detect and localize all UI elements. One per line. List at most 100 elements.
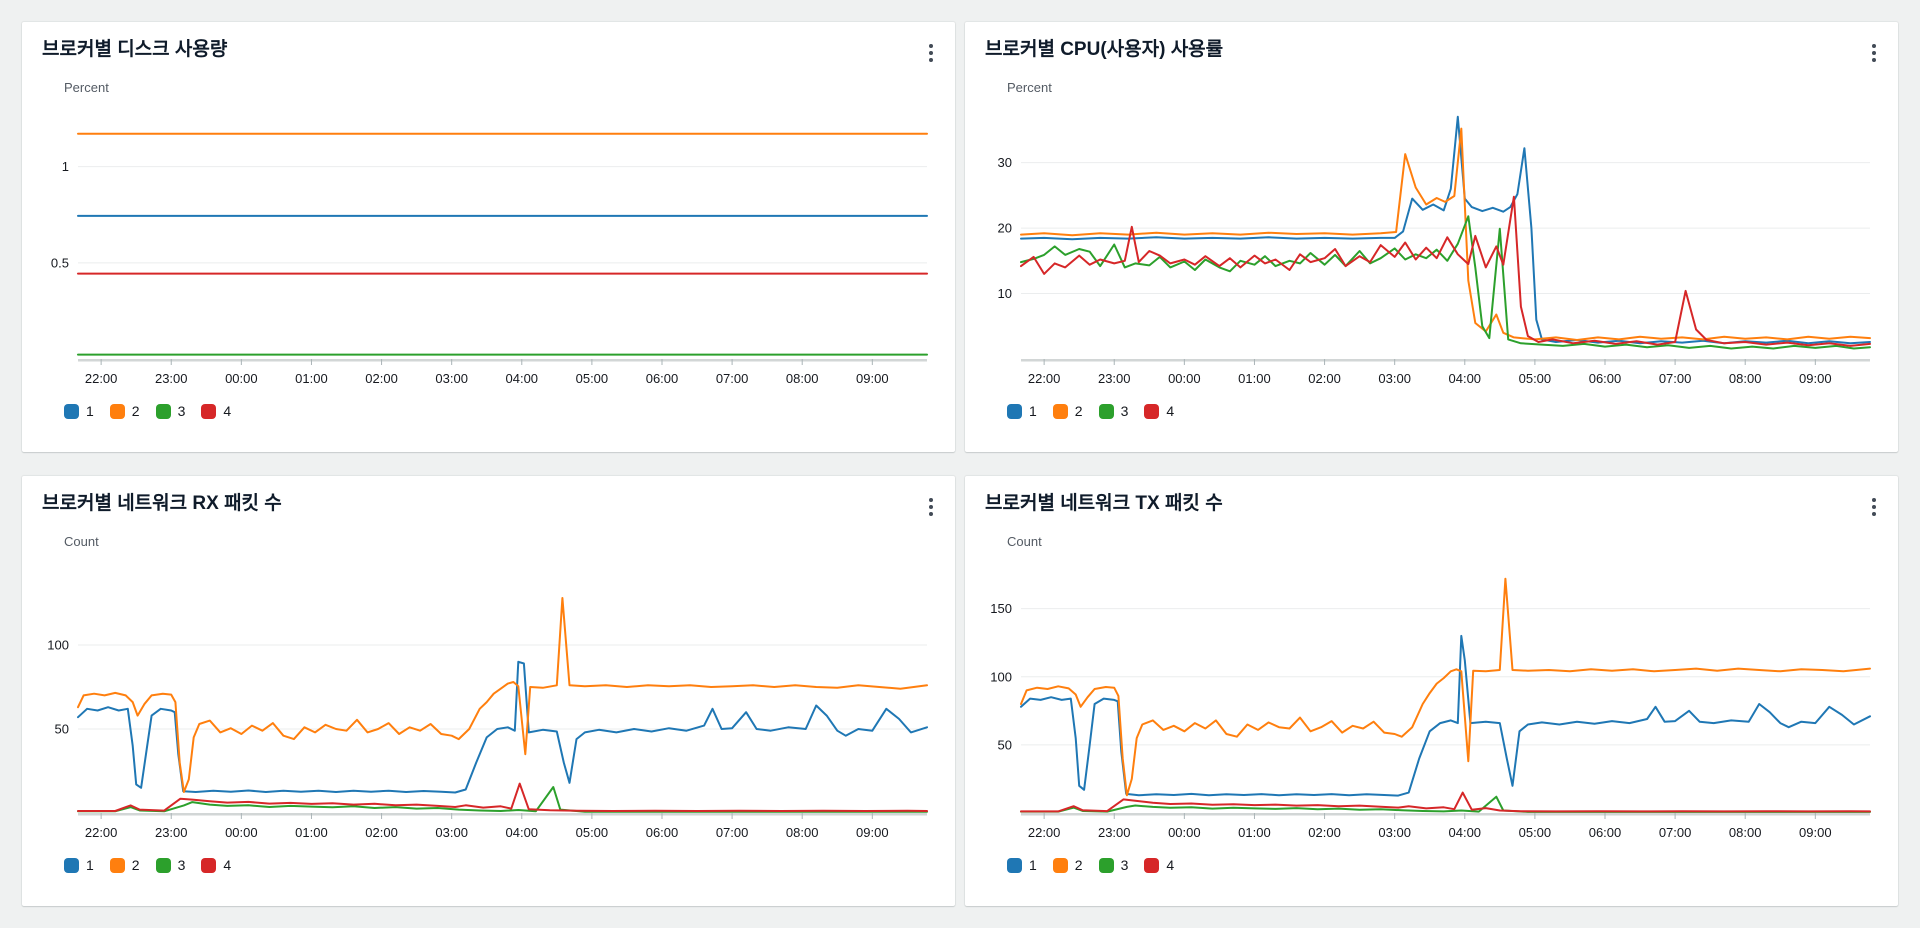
y-axis-unit-label: Percent xyxy=(1007,80,1052,95)
legend-color-chip xyxy=(1052,403,1068,419)
svg-text:08:00: 08:00 xyxy=(1729,371,1762,386)
line-chart: 50 100 150 22:00 23:00 00:00 01:00 02:00 03:00 04… xyxy=(973,551,1886,851)
svg-text:03:00: 03:00 xyxy=(1378,371,1411,386)
chart-title: 브로커별 디스크 사용량 xyxy=(42,39,228,60)
svg-text:07:00: 07:00 xyxy=(716,371,749,386)
svg-text:22:00: 22:00 xyxy=(1028,371,1061,386)
legend-item[interactable]: 4 xyxy=(201,403,231,419)
legend-label: 4 xyxy=(1166,403,1175,419)
legend-item[interactable]: 3 xyxy=(155,857,186,873)
legend-item[interactable]: 2 xyxy=(109,403,140,419)
legend-item[interactable]: 2 xyxy=(1052,403,1083,419)
svg-text:23:00: 23:00 xyxy=(1098,825,1131,840)
legend-item[interactable]: 4 xyxy=(201,857,231,873)
svg-text:05:00: 05:00 xyxy=(1519,825,1552,840)
legend-item[interactable]: 3 xyxy=(1098,857,1129,873)
legend-color-chip xyxy=(1007,857,1022,873)
widget-network-tx: 브로커별 네트워크 TX 패킷 수 Count 50 100 150 22:00 23:… xyxy=(965,476,1898,906)
svg-text:02:00: 02:00 xyxy=(365,825,398,840)
legend-label: 2 xyxy=(1074,857,1083,873)
widget-options-button[interactable] xyxy=(1864,494,1884,520)
legend-color-chip xyxy=(155,403,171,419)
svg-text:01:00: 01:00 xyxy=(295,371,328,386)
legend-item[interactable]: 4 xyxy=(1144,403,1174,419)
chart-legend: 1 2 3 4 xyxy=(1007,403,1898,419)
svg-text:03:00: 03:00 xyxy=(435,371,468,386)
svg-text:07:00: 07:00 xyxy=(1659,371,1692,386)
widget-options-button[interactable] xyxy=(921,40,941,66)
legend-item[interactable]: 1 xyxy=(1007,857,1037,873)
svg-text:05:00: 05:00 xyxy=(1519,371,1552,386)
legend-item[interactable]: 1 xyxy=(1007,403,1037,419)
svg-text:06:00: 06:00 xyxy=(646,825,679,840)
legend-item[interactable]: 4 xyxy=(1144,857,1174,873)
svg-text:100: 100 xyxy=(47,638,69,653)
legend-label: 2 xyxy=(131,857,140,873)
svg-text:23:00: 23:00 xyxy=(155,825,188,840)
legend-color-chip xyxy=(109,857,125,873)
svg-text:02:00: 02:00 xyxy=(1308,825,1341,840)
svg-text:00:00: 00:00 xyxy=(225,825,258,840)
svg-text:09:00: 09:00 xyxy=(1799,825,1832,840)
chart-legend: 1 2 3 4 xyxy=(64,857,955,873)
svg-text:09:00: 09:00 xyxy=(856,371,889,386)
widget-header: 브로커별 네트워크 TX 패킷 수 xyxy=(965,476,1898,520)
svg-text:0.5: 0.5 xyxy=(51,255,69,270)
legend-item[interactable]: 3 xyxy=(155,403,185,419)
svg-text:05:00: 05:00 xyxy=(576,825,609,840)
svg-text:02:00: 02:00 xyxy=(1308,371,1341,386)
svg-text:22:00: 22:00 xyxy=(85,371,118,386)
legend-label: 3 xyxy=(1120,403,1129,419)
svg-text:100: 100 xyxy=(990,669,1012,684)
kebab-icon xyxy=(929,44,933,62)
svg-text:00:00: 00:00 xyxy=(1168,825,1201,840)
widget-header: 브로커별 디스크 사용량 xyxy=(22,22,955,66)
svg-text:08:00: 08:00 xyxy=(1729,825,1762,840)
svg-text:03:00: 03:00 xyxy=(1378,825,1411,840)
legend-color-chip xyxy=(1007,403,1022,419)
legend-item[interactable]: 3 xyxy=(1098,403,1129,419)
legend-item[interactable]: 2 xyxy=(1052,857,1083,873)
svg-text:23:00: 23:00 xyxy=(155,371,188,386)
legend-item[interactable]: 1 xyxy=(64,403,94,419)
y-axis-unit-label: Percent xyxy=(64,80,109,95)
widget-disk-usage: 브로커별 디스크 사용량 Percent 0.5 1 22:00 23:00 00:00… xyxy=(22,22,955,452)
svg-text:04:00: 04:00 xyxy=(506,825,539,840)
legend-label: 3 xyxy=(1120,857,1129,873)
svg-text:30: 30 xyxy=(998,155,1012,170)
y-axis-unit-label: Count xyxy=(1007,534,1042,549)
svg-text:03:00: 03:00 xyxy=(435,825,468,840)
legend-label: 4 xyxy=(223,857,232,873)
svg-text:1: 1 xyxy=(62,159,69,174)
svg-text:150: 150 xyxy=(990,601,1012,616)
svg-text:01:00: 01:00 xyxy=(295,825,328,840)
chart-title: 브로커별 CPU(사용자) 사용률 xyxy=(985,39,1224,60)
legend-label: 1 xyxy=(1029,857,1037,873)
line-chart: 0.5 1 22:00 23:00 00:00 01:00 02:00 03:00 04:00 0… xyxy=(30,97,943,397)
legend-color-chip xyxy=(155,857,171,873)
svg-text:09:00: 09:00 xyxy=(1799,371,1832,386)
svg-text:02:00: 02:00 xyxy=(365,371,398,386)
legend-label: 1 xyxy=(86,857,94,873)
y-axis-unit-label: Count xyxy=(64,534,99,549)
svg-text:00:00: 00:00 xyxy=(225,371,258,386)
legend-item[interactable]: 1 xyxy=(64,857,94,873)
legend-color-chip xyxy=(1098,857,1114,873)
svg-text:07:00: 07:00 xyxy=(1659,825,1692,840)
widget-options-button[interactable] xyxy=(1864,40,1884,66)
svg-text:50: 50 xyxy=(55,722,69,737)
widget-header: 브로커별 네트워크 RX 패킷 수 xyxy=(22,476,955,520)
widget-network-rx: 브로커별 네트워크 RX 패킷 수 Count 50 100 22:00 23:00 0… xyxy=(22,476,955,906)
legend-color-chip xyxy=(1144,403,1160,419)
chart-title: 브로커별 네트워크 RX 패킷 수 xyxy=(42,493,282,514)
svg-text:04:00: 04:00 xyxy=(1449,371,1482,386)
kebab-icon xyxy=(929,498,933,516)
legend-label: 3 xyxy=(177,857,186,873)
widget-options-button[interactable] xyxy=(921,494,941,520)
chart-legend: 1 2 3 4 xyxy=(1007,857,1898,873)
svg-text:23:00: 23:00 xyxy=(1098,371,1131,386)
svg-text:10: 10 xyxy=(998,286,1012,301)
legend-item[interactable]: 2 xyxy=(109,857,140,873)
legend-color-chip xyxy=(1144,857,1160,873)
